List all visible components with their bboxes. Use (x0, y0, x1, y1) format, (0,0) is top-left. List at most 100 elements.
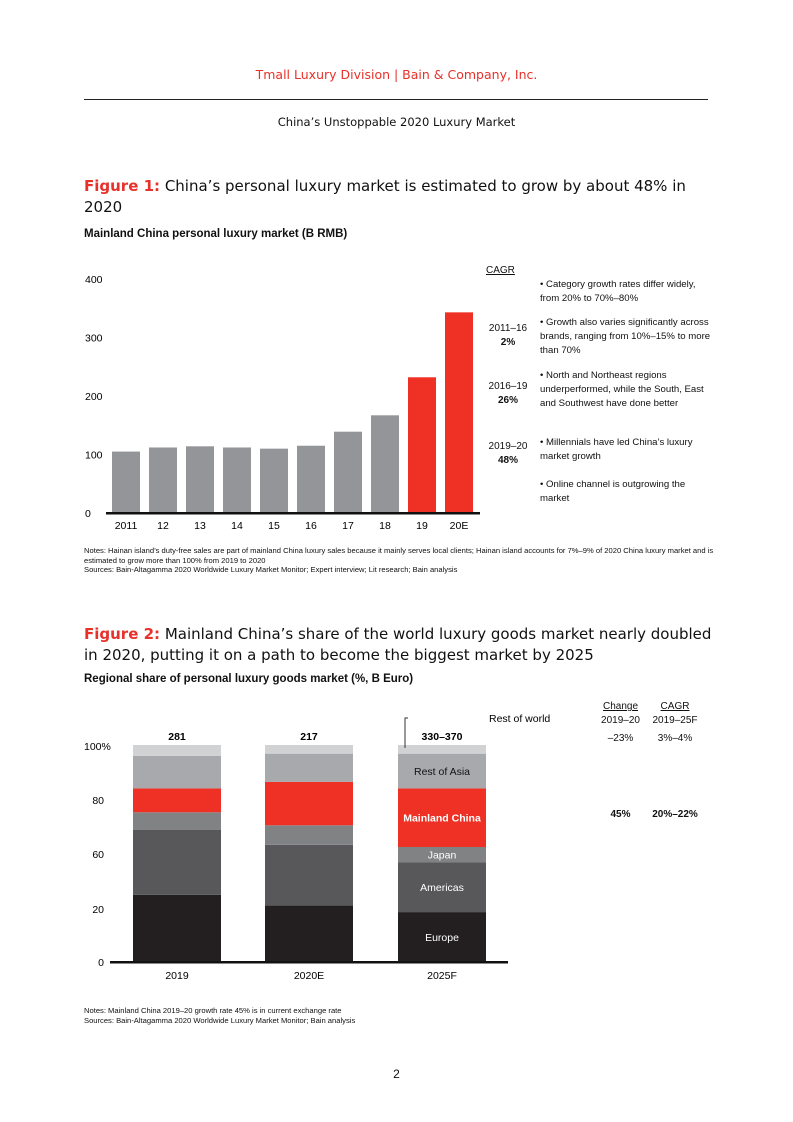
bar (260, 448, 288, 513)
cagr-item: 2016–19 26% (478, 380, 538, 408)
change-column-header: Change 2019–20 (593, 700, 648, 728)
bar-segment (398, 788, 486, 847)
column-title: Change (602, 701, 639, 712)
x-tick-label: 14 (231, 520, 243, 532)
figure1-label: Figure 1: (84, 177, 161, 195)
header-org: Tmall Luxury Division | Bain & Company, … (255, 67, 538, 82)
y-tick-label: 60 (92, 849, 104, 861)
cagr-item: 2011–16 2% (478, 322, 538, 350)
x-tick-label: 19 (416, 520, 428, 532)
bar-segment (398, 753, 486, 789)
segment-label: Americas (420, 882, 464, 894)
y-tick-label: 100 (85, 450, 103, 462)
cagr-header: CAGR (486, 265, 515, 276)
x-tick-label: 12 (157, 520, 169, 532)
x-tick-label: 16 (305, 520, 317, 532)
sources-text: Sources: Bain-Altagamma 2020 Worldwide L… (84, 1015, 356, 1025)
y-tick-label: 20 (92, 904, 104, 916)
bar (445, 312, 473, 513)
chart1-title: Mainland China personal luxury market (B… (84, 228, 348, 240)
bullet-text: North and Northeast regions underperform… (540, 370, 704, 409)
figure2-label: Figure 2: (84, 625, 161, 643)
x-tick-label: 13 (194, 520, 206, 532)
x-tick-label: 18 (379, 520, 391, 532)
bar (112, 451, 140, 513)
y-tick-label: 100% (84, 741, 111, 753)
bar-segment (133, 894, 221, 962)
figure1-caption-text: China’s personal luxury market is estima… (84, 177, 686, 216)
y-tick-label: 200 (85, 391, 103, 403)
column-title: CAGR (660, 701, 690, 712)
x-axis (106, 512, 480, 515)
bullet-item: • Growth also varies significantly acros… (540, 317, 711, 356)
bar-segment (265, 745, 353, 754)
bar (408, 377, 436, 513)
bar-segment (265, 844, 353, 906)
column-period: 2019–25F (652, 715, 698, 726)
bar (334, 431, 362, 513)
bar (297, 445, 325, 513)
column-period: 2019–20 (601, 715, 640, 726)
bar-segment (265, 905, 353, 962)
bar (371, 415, 399, 513)
bar-segment (398, 745, 486, 754)
row-change: –23% (607, 733, 634, 744)
x-tick-label: 2025F (427, 970, 457, 982)
row-change: 45% (610, 809, 631, 820)
x-axis (110, 961, 508, 964)
y-tick-label: 0 (85, 508, 91, 520)
chart1: 0 100 200 300 400 2011 12 13 14 15 16 17 18 19 20E (85, 274, 480, 532)
cagr-value: 2% (500, 337, 516, 348)
chart2: 0 20 60 80 100% 281 2019 217 2020E Europe Americas… (84, 713, 550, 982)
bar-total-label: 330–370 (422, 731, 463, 743)
page-number: 2 (393, 1067, 400, 1081)
bar-segment (265, 781, 353, 826)
row-cagr: 20%–22% (652, 809, 698, 820)
rest-of-world-leader-line (404, 717, 408, 748)
bar-total-label: 217 (300, 731, 318, 743)
bar-segment (265, 825, 353, 845)
cagr-value: 48% (497, 455, 518, 466)
y-tick-label: 400 (85, 274, 103, 286)
bar-segment (133, 755, 221, 789)
figure2-caption: Figure 2: Mainland China’s share of the … (84, 624, 724, 666)
bar-segment (133, 745, 221, 756)
figure2-notes: Notes: Mainland China 2019–20 growth rat… (84, 1006, 724, 1025)
figure1-caption: Figure 1: China’s personal luxury market… (84, 176, 724, 218)
bar-segment (398, 912, 486, 962)
chart2-title: Regional share of personal luxury goods … (84, 673, 414, 685)
figure2-caption-text: Mainland China’s share of the world luxu… (84, 625, 712, 664)
figure1-notes: Notes: Hainan island’s duty-free sales a… (84, 546, 724, 575)
bullet-text: Growth also varies significantly across … (540, 317, 711, 356)
bullet-text: Online channel is outgrowing the market (540, 479, 686, 504)
x-tick-label: 2020E (294, 970, 324, 982)
bar-total-label: 281 (168, 731, 186, 743)
segment-label: Europe (425, 932, 459, 944)
bar (186, 446, 214, 513)
bullet-text: Millennials have led China’s luxury mark… (540, 437, 693, 462)
x-tick-label: 2019 (165, 970, 189, 982)
segment-label: Rest of Asia (414, 766, 470, 778)
notes-text: Notes: Mainland China 2019–20 growth rat… (84, 1006, 342, 1015)
header-subtitle: China’s Unstoppable 2020 Luxury Market (277, 115, 516, 129)
bar (149, 447, 177, 513)
y-tick-label: 0 (98, 957, 104, 969)
bar-segment (133, 829, 221, 895)
segment-label: Mainland China (403, 813, 481, 825)
notes-text: Notes: Hainan island’s duty-free sales a… (84, 546, 714, 565)
segment-label: Japan (428, 850, 457, 862)
bullet-item: • Millennials have led China’s luxury ma… (540, 437, 693, 462)
bar (223, 447, 251, 513)
header-divider (84, 99, 708, 100)
cagr-column-header: CAGR 2019–25F (646, 700, 704, 728)
y-tick-label: 300 (85, 333, 103, 345)
x-tick-label: 2011 (115, 520, 138, 532)
bullet-item: • Category growth rates differ widely, f… (540, 279, 696, 304)
cagr-value: 26% (497, 395, 518, 406)
bar-segment (398, 862, 486, 913)
y-tick-label: 80 (92, 795, 104, 807)
x-tick-label: 15 (268, 520, 280, 532)
bar-segment (398, 846, 486, 863)
row-cagr: 3%–4% (657, 733, 693, 744)
